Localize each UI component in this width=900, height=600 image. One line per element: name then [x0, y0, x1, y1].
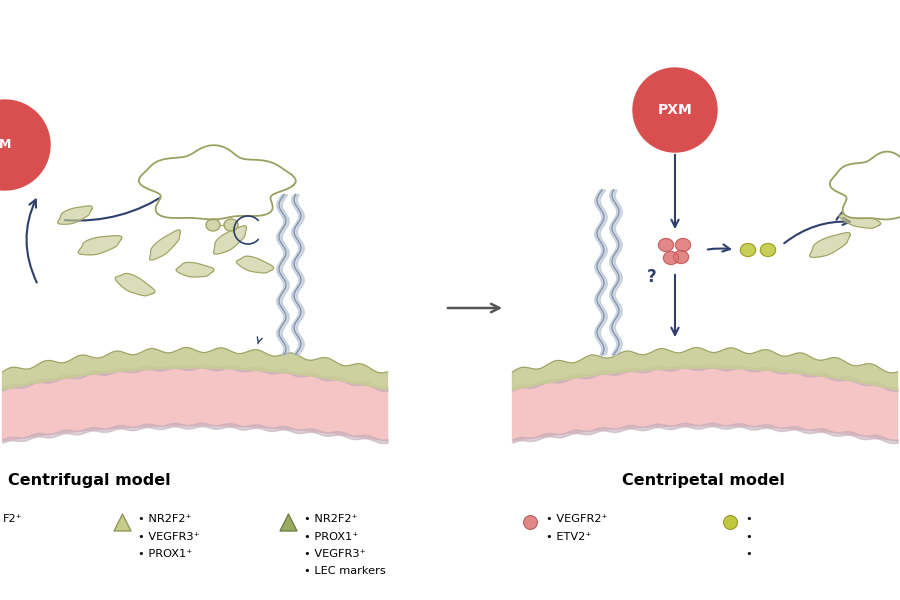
- Polygon shape: [512, 367, 897, 441]
- Polygon shape: [115, 274, 155, 296]
- Circle shape: [633, 68, 717, 152]
- Text: • ETV2⁺: • ETV2⁺: [546, 532, 591, 541]
- Polygon shape: [78, 236, 122, 255]
- Text: • VEGFR3⁺: • VEGFR3⁺: [138, 532, 200, 541]
- Text: •: •: [746, 532, 756, 541]
- Text: • PROX1⁺: • PROX1⁺: [304, 532, 358, 541]
- Polygon shape: [512, 347, 897, 390]
- Ellipse shape: [741, 244, 756, 257]
- Text: F2⁺: F2⁺: [3, 514, 22, 524]
- Ellipse shape: [224, 219, 238, 231]
- Text: PXM: PXM: [658, 103, 692, 117]
- Polygon shape: [139, 145, 296, 220]
- Polygon shape: [237, 256, 274, 273]
- Text: M: M: [0, 139, 11, 151]
- Ellipse shape: [673, 251, 689, 263]
- Polygon shape: [149, 230, 180, 260]
- Point: [115, 517, 130, 527]
- Polygon shape: [810, 233, 850, 257]
- Text: • VEGFR3⁺: • VEGFR3⁺: [304, 549, 365, 559]
- Polygon shape: [830, 152, 900, 220]
- Circle shape: [0, 100, 50, 190]
- Text: • NR2F2⁺: • NR2F2⁺: [304, 514, 357, 524]
- Polygon shape: [3, 367, 388, 441]
- Text: Centripetal model: Centripetal model: [622, 473, 785, 488]
- Polygon shape: [213, 226, 247, 254]
- Polygon shape: [3, 347, 388, 390]
- Text: •: •: [746, 514, 756, 524]
- Point: [723, 517, 737, 527]
- Text: Centrifugal model: Centrifugal model: [8, 473, 171, 488]
- Polygon shape: [58, 206, 92, 224]
- Polygon shape: [840, 211, 881, 228]
- Text: ?: ?: [647, 268, 657, 286]
- Ellipse shape: [675, 239, 690, 251]
- Text: • NR2F2⁺: • NR2F2⁺: [138, 514, 192, 524]
- Ellipse shape: [659, 239, 673, 251]
- Ellipse shape: [760, 244, 776, 257]
- Ellipse shape: [663, 251, 679, 265]
- Text: • LEC markers: • LEC markers: [304, 566, 386, 577]
- Text: • VEGFR2⁺: • VEGFR2⁺: [546, 514, 608, 524]
- Ellipse shape: [206, 219, 220, 231]
- Text: •: •: [746, 549, 756, 559]
- Point: [523, 517, 537, 527]
- Point: [281, 517, 295, 527]
- Text: • PROX1⁺: • PROX1⁺: [138, 549, 193, 559]
- Polygon shape: [176, 262, 214, 277]
